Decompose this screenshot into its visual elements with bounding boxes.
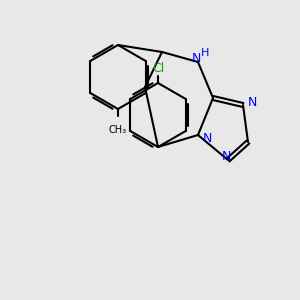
Text: N: N	[203, 131, 212, 145]
Text: H: H	[201, 48, 209, 58]
Text: N: N	[221, 150, 231, 163]
Text: Cl: Cl	[152, 62, 164, 76]
Text: CH₃: CH₃	[109, 125, 127, 135]
Text: N: N	[248, 97, 257, 110]
Text: N: N	[191, 52, 201, 65]
